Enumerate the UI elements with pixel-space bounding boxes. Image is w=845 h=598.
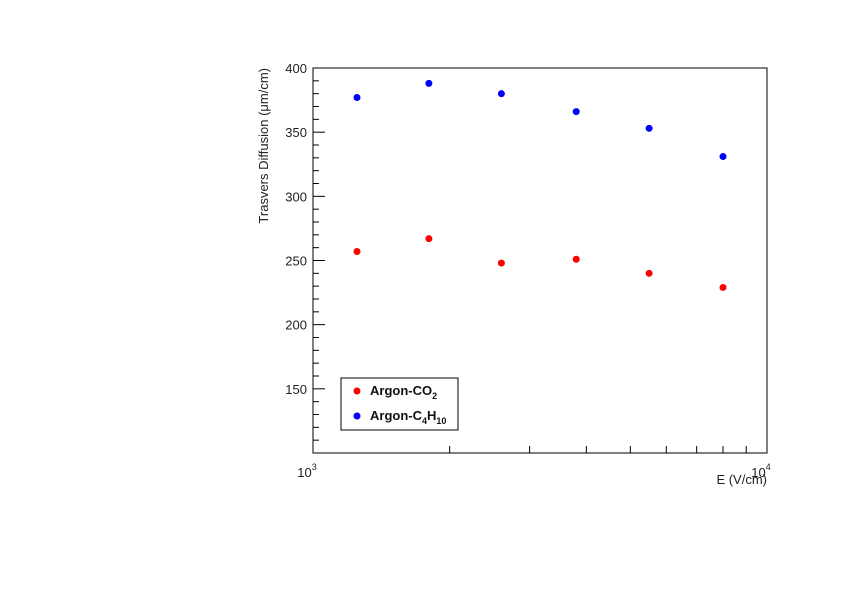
legend-box bbox=[340, 377, 459, 431]
legend-marker bbox=[353, 412, 361, 420]
data-points bbox=[353, 79, 727, 291]
data-point bbox=[353, 94, 361, 102]
data-point bbox=[425, 79, 433, 87]
y-tick-label: 250 bbox=[285, 254, 307, 269]
legend-marker bbox=[353, 387, 361, 395]
data-point bbox=[572, 255, 580, 263]
y-tick-label: 300 bbox=[285, 189, 307, 204]
data-point bbox=[719, 153, 727, 161]
data-point bbox=[497, 90, 505, 98]
y-axis-title: Trasvers Diffusion (μm/cm) bbox=[256, 68, 271, 224]
legend: Argon-CO2 Argon-C4H10 bbox=[340, 377, 459, 431]
data-point bbox=[719, 283, 727, 291]
x-axis: 103 104 bbox=[297, 439, 771, 480]
x-axis-title: E (V/cm) bbox=[716, 472, 767, 487]
y-tick-label: 350 bbox=[285, 125, 307, 140]
data-point bbox=[425, 235, 433, 243]
y-tick-label: 400 bbox=[285, 61, 307, 76]
data-point bbox=[645, 124, 653, 132]
y-tick-label: 200 bbox=[285, 318, 307, 333]
x-tick-label: 103 bbox=[297, 462, 316, 480]
y-tick-label: 150 bbox=[285, 382, 307, 397]
y-axis: 150 200 250 300 350 400 bbox=[285, 61, 325, 454]
data-point bbox=[497, 259, 505, 267]
data-point bbox=[572, 108, 580, 116]
legend-label: Argon-C4H10 bbox=[370, 408, 446, 426]
data-point bbox=[353, 248, 361, 256]
data-point bbox=[645, 269, 653, 277]
legend-label: Argon-CO2 bbox=[370, 383, 437, 401]
